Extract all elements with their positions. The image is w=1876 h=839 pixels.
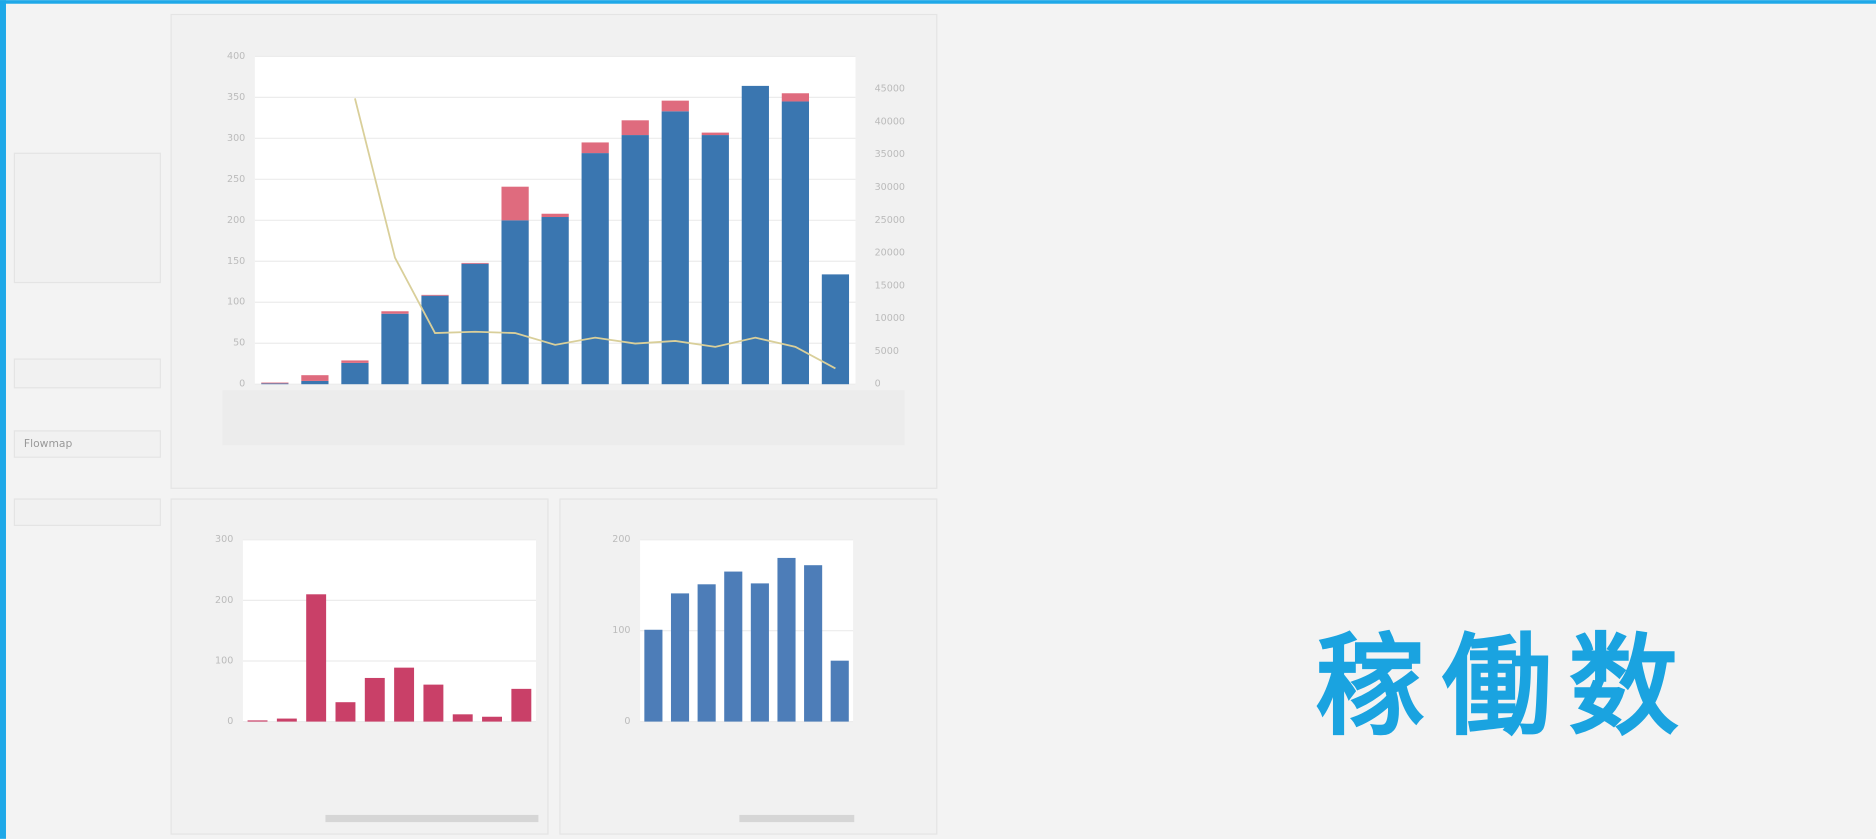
- bar: [804, 565, 823, 722]
- y-tick-label: 250: [227, 174, 245, 185]
- bar: [541, 213, 569, 218]
- y-tick-label: 0: [624, 716, 630, 727]
- bar: [461, 263, 489, 385]
- bar: [421, 295, 449, 385]
- y-tick-label: 100: [215, 655, 233, 666]
- bar: [701, 132, 729, 136]
- bar: [341, 362, 369, 385]
- sidebar-box: [13, 498, 161, 526]
- bar: [670, 593, 690, 722]
- y2-tick-label: 0: [875, 379, 881, 390]
- bar: [581, 142, 609, 154]
- bar: [661, 100, 689, 112]
- y2-tick-label: 5000: [875, 346, 899, 357]
- charts: 0501001502002503003504000500010000150002…: [215, 51, 905, 727]
- bar: [301, 375, 329, 381]
- bar: [301, 380, 329, 385]
- y2-tick-label: 45000: [875, 84, 905, 95]
- y2-tick-label: 35000: [875, 149, 905, 160]
- y-tick-label: 150: [227, 256, 245, 267]
- bar: [541, 217, 569, 385]
- bar: [781, 93, 809, 102]
- y-tick-label: 200: [227, 215, 245, 226]
- bar: [781, 101, 809, 385]
- bar: [724, 571, 743, 722]
- bar: [501, 220, 529, 385]
- bar: [750, 583, 769, 722]
- y-tick-label: 200: [612, 534, 630, 545]
- bar: [621, 120, 649, 136]
- y-tick-label: 50: [233, 338, 245, 349]
- bar: [335, 702, 356, 722]
- bar: [394, 667, 415, 722]
- sidebar-box: [13, 358, 161, 389]
- headline: 稼働数: [1315, 622, 1695, 750]
- y-tick-label: 0: [239, 379, 245, 390]
- bar: [381, 313, 409, 385]
- bar: [306, 594, 327, 722]
- y-tick-label: 400: [227, 51, 245, 62]
- scrollbar[interactable]: [739, 814, 855, 823]
- bar: [482, 716, 502, 722]
- y2-tick-label: 15000: [875, 280, 905, 291]
- y-tick-label: 300: [215, 534, 233, 545]
- left-border: [0, 0, 6, 839]
- bar: [501, 186, 529, 221]
- y2-tick-label: 25000: [875, 215, 905, 226]
- bar: [621, 135, 649, 385]
- y2-tick-label: 40000: [875, 116, 905, 127]
- scrollbar[interactable]: [325, 814, 539, 823]
- y-tick-label: 350: [227, 92, 245, 103]
- line-series: [354, 98, 836, 370]
- scroll-area: [222, 390, 905, 446]
- y2-tick-label: 10000: [875, 313, 905, 324]
- top-border: [0, 0, 1876, 4]
- y-tick-label: 200: [215, 595, 233, 606]
- bar: [452, 714, 473, 722]
- y-tick-label: 100: [227, 297, 245, 308]
- y-tick-label: 0: [227, 716, 233, 727]
- y2-tick-label: 20000: [875, 248, 905, 259]
- bar: [364, 677, 385, 722]
- y2-tick-label: 30000: [875, 182, 905, 193]
- bar: [581, 153, 609, 385]
- bar: [701, 135, 729, 385]
- bar: [661, 111, 689, 385]
- bar: [421, 294, 449, 296]
- y-tick-label: 100: [612, 625, 630, 636]
- bar: [423, 684, 444, 722]
- bar: [247, 720, 268, 722]
- bar: [644, 629, 663, 722]
- bar: [261, 382, 289, 384]
- bar: [341, 360, 369, 363]
- sidebar-item[interactable]: [13, 430, 161, 458]
- bar: [697, 584, 716, 722]
- bar: [830, 660, 849, 722]
- bar: [741, 85, 769, 385]
- y-tick-label: 300: [227, 133, 245, 144]
- sidebar-box: [13, 152, 161, 284]
- bar: [276, 718, 297, 722]
- plot-area: [242, 539, 536, 722]
- bar: [461, 262, 489, 264]
- bar: [777, 557, 796, 722]
- bar: [261, 383, 289, 385]
- bar: [511, 688, 532, 722]
- bar: [821, 274, 850, 385]
- sidebar-label: Flowmap: [24, 437, 73, 450]
- bar: [381, 311, 409, 314]
